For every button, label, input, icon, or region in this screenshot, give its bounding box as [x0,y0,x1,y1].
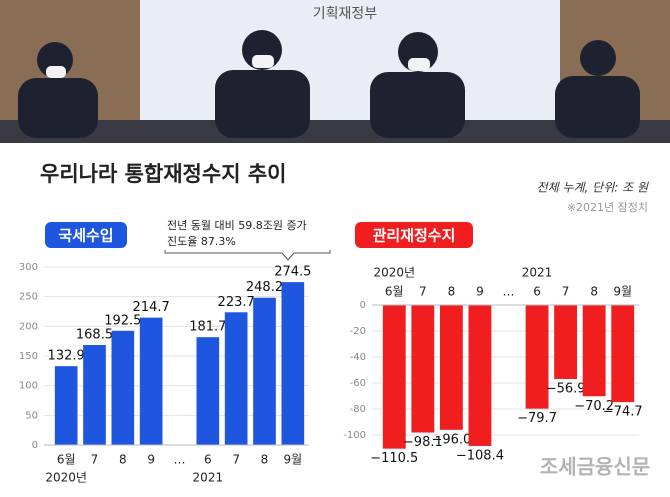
y-tick-label: 0 [32,440,38,451]
badge [355,222,473,248]
note: 전체 누계, 단위: 조 원 [537,181,649,195]
value-label: 168.5 [76,328,113,343]
y-tick-label: 200 [19,321,38,332]
value-label: −79.7 [517,411,557,426]
annotation: 진도율 87.3% [167,235,236,248]
x-tick-label: 9 [476,285,484,299]
x-tick-label: … [174,453,186,467]
annotation: 전년 동월 대비 59.8조원 증가 [167,219,307,232]
bar [281,282,305,445]
bar [139,317,163,445]
chart-title: 관리재정수지 [373,227,456,245]
bar [224,312,248,445]
bar [54,366,78,445]
bar [382,305,406,449]
bar [554,305,578,379]
bar [111,330,135,445]
photo-backdrop [140,0,560,143]
y-tick-label: 300 [19,262,38,273]
chart-title: 국세수입 [58,227,113,245]
y-tick-label: -60 [350,378,366,389]
bar [468,305,492,446]
x-tick-label: 7 [91,453,99,467]
photo-masks [46,55,430,78]
y-tick-label: 100 [19,381,38,392]
watermark: 조세금융신문 [540,455,650,479]
year-label: 2021 [193,471,224,485]
value-label: −74.7 [603,405,643,420]
y-tick-label: 250 [19,292,38,303]
year-label: 2020년 [45,471,87,485]
y-tick-label: 0 [360,300,366,311]
value-label: 248.2 [246,280,283,295]
value-label: −56.9 [546,381,586,396]
value-label: 181.7 [189,320,226,335]
x-tick-label: 8 [119,453,127,467]
year-label: 2020년 [373,266,415,280]
x-tick-label: 9 [147,453,155,467]
bar [525,305,549,409]
value-label: 274.5 [274,265,311,280]
y-tick-label: 150 [19,351,38,362]
bar [196,337,220,445]
value-label: 192.5 [104,313,141,328]
x-tick-label: 7 [419,285,427,299]
year-label: 2021 [522,266,553,280]
photo-desk [0,120,670,143]
bar [253,297,276,445]
callout [164,250,331,261]
bar [83,345,106,445]
x-tick-label: 7 [562,285,570,299]
photo-sign: 기획재정부 [313,6,378,22]
note: ※2021년 잠정치 [567,201,648,214]
x-tick-label: 6월 [385,285,404,299]
x-tick-label: … [503,285,515,299]
x-tick-label: 6월 [57,453,76,467]
x-tick-label: 9월 [613,285,632,299]
bar [582,305,606,397]
x-tick-label: 8 [590,285,598,299]
title: 우리나라 통합재정수지 추이 [40,162,286,186]
x-tick-label: 6 [533,285,541,299]
value-label: −96.0 [431,432,471,447]
x-tick-label: 7 [232,453,240,467]
x-tick-label: 6 [204,453,212,467]
value-label: −70.2 [574,399,614,414]
y-tick-label: -80 [350,404,366,415]
x-tick-label: 8 [261,453,269,467]
value-label: 214.7 [133,300,170,315]
value-label: 223.7 [218,295,255,310]
y-tick-label: -20 [350,326,366,337]
value-label: −98.1 [403,435,443,450]
x-tick-label: 9월 [283,453,302,467]
charts: 0 50 100 150 200 250 300 6월 132.9 7 168.5 8 192.5 9 21… [19,262,643,485]
y-tick-label: -100 [343,430,366,441]
y-tick-label: 50 [25,410,38,421]
value-label: −108.4 [456,448,504,463]
value-label: −110.5 [370,451,418,466]
bar [411,305,435,433]
x-tick-label: 8 [448,285,456,299]
value-label: 132.9 [48,349,85,364]
y-tick-label: -40 [350,352,366,363]
bar [611,305,635,403]
bar [439,305,463,430]
badge [45,222,127,248]
